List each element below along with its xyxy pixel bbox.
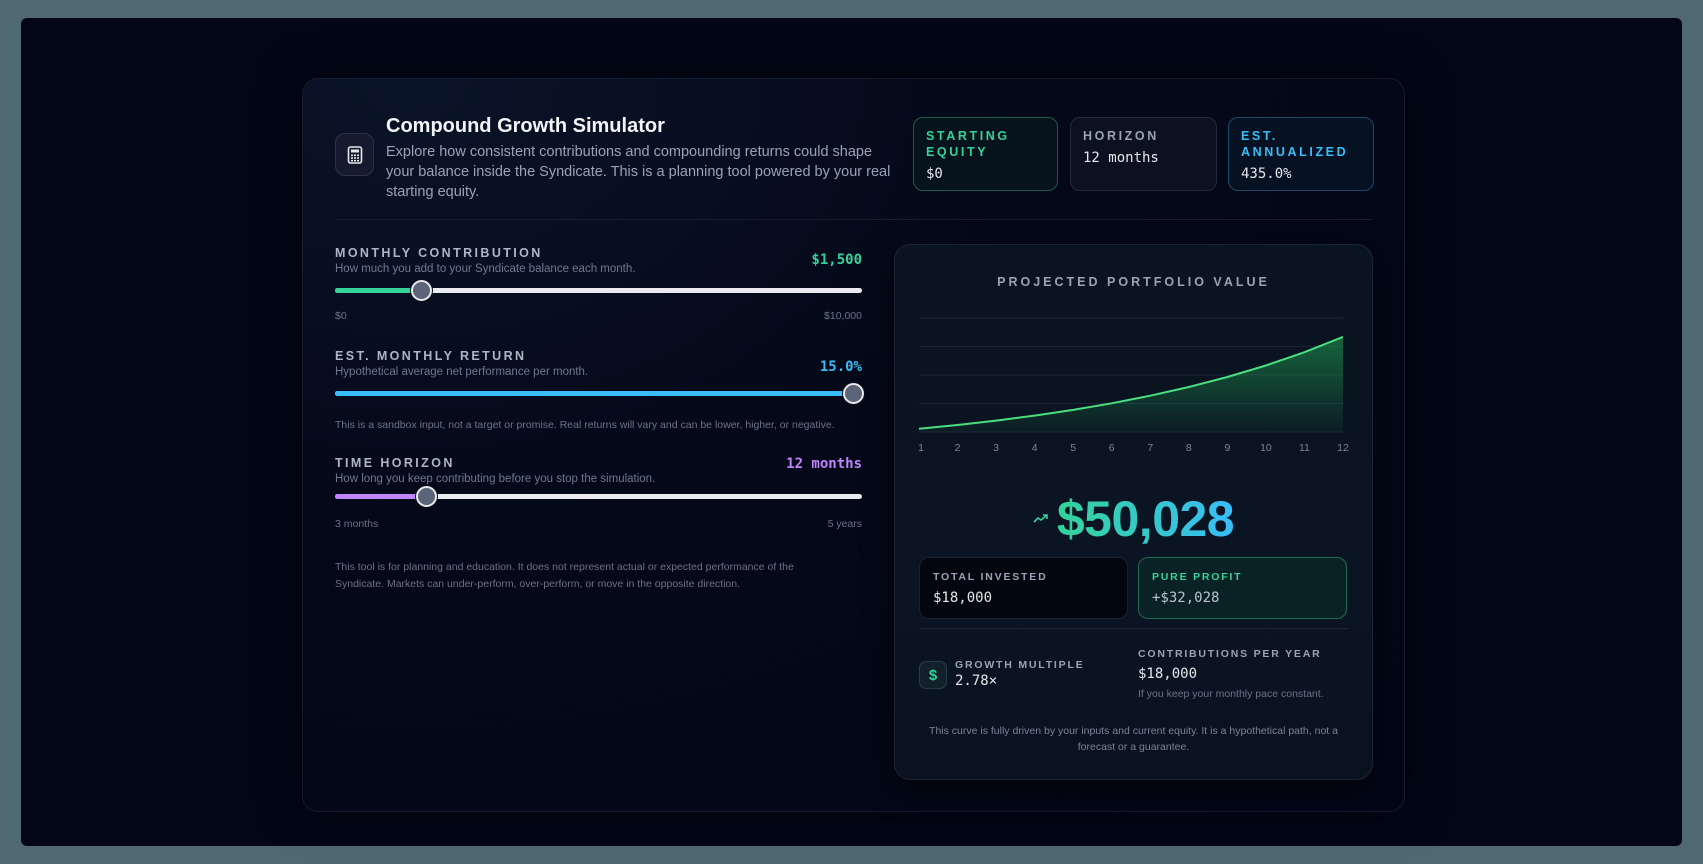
total-invested-box: TOTAL INVESTED $18,000 bbox=[919, 557, 1128, 619]
horizon-label: Horizon bbox=[1083, 129, 1159, 143]
starting-equity-stat: Starting Equity $0 bbox=[913, 117, 1058, 191]
x-tick-label: 9 bbox=[1224, 442, 1231, 454]
chart-x-axis: 1 2 3 4 5 6 7 8 9 10 11 12 bbox=[918, 442, 1349, 456]
growth-multiple-label: GROWTH MULTIPLE bbox=[955, 659, 1085, 671]
app-frame: Compound Growth Simulator Explore how co… bbox=[21, 18, 1682, 846]
monthly-contribution-control: MONTHLY CONTRIBUTION How much you add to… bbox=[335, 246, 862, 322]
monthly-contribution-thumb[interactable] bbox=[411, 280, 433, 301]
trending-up-icon bbox=[1033, 510, 1049, 528]
contributions-per-year-value: $18,000 bbox=[1138, 666, 1198, 682]
monthly-contribution-value: $1,500 bbox=[811, 252, 862, 268]
x-tick-label: 7 bbox=[1147, 442, 1154, 454]
time-horizon-value: 12 months bbox=[786, 456, 862, 472]
x-tick-label: 12 bbox=[1337, 442, 1349, 454]
time-horizon-description: How long you keep contributing before yo… bbox=[335, 473, 656, 485]
projection-chart bbox=[919, 317, 1343, 433]
time-horizon-slider[interactable] bbox=[335, 486, 862, 507]
chart-area bbox=[919, 336, 1343, 432]
chart-line bbox=[919, 335, 1343, 430]
annualized-label: Est. Annualized bbox=[1241, 129, 1349, 159]
time-horizon-fill bbox=[335, 494, 426, 499]
monthly-return-slider[interactable] bbox=[335, 383, 864, 404]
disclaimer-text: This tool is for planning and education.… bbox=[335, 561, 794, 590]
chart-title: PROJECTED PORTFOLIO VALUE bbox=[997, 275, 1270, 289]
monthly-contribution-label: MONTHLY CONTRIBUTION bbox=[335, 246, 543, 260]
chart-footnote: This curve is fully driven by your input… bbox=[929, 725, 1338, 753]
contributions-per-year-label: CONTRIBUTIONS PER YEAR bbox=[1138, 648, 1322, 660]
x-tick-label: 2 bbox=[954, 442, 961, 454]
total-invested-label: TOTAL INVESTED bbox=[933, 571, 1048, 583]
projection-card: PROJECTED PORTFOLIO VALUE 1 2 3 4 5 6 7 8 9 10 11 1… bbox=[894, 244, 1373, 780]
horizon-value: 12 months bbox=[1083, 150, 1159, 166]
projected-value-amount: $50,028 bbox=[1056, 491, 1235, 547]
horizon-stat: Horizon 12 months bbox=[1070, 117, 1217, 191]
page-subtitle: Explore how consistent contributions and… bbox=[386, 144, 891, 200]
monthly-contribution-fill bbox=[335, 288, 422, 293]
monthly-return-control: EST. MONTHLY RETURN Hypothetical average… bbox=[335, 349, 864, 404]
pure-profit-label: PURE PROFIT bbox=[1152, 571, 1243, 583]
page-title: Compound Growth Simulator bbox=[386, 115, 665, 137]
monthly-return-note: This is a sandbox input, not a target or… bbox=[335, 419, 835, 431]
monthly-contribution-slider[interactable] bbox=[335, 280, 862, 301]
header-divider bbox=[335, 219, 1372, 220]
results-divider bbox=[919, 628, 1348, 629]
x-tick-label: 5 bbox=[1070, 442, 1077, 454]
x-tick-label: 1 bbox=[918, 442, 924, 454]
horizon-min-label: 3 months bbox=[335, 518, 379, 530]
monthly-return-fill bbox=[335, 391, 862, 396]
horizon-max-label: 5 years bbox=[827, 518, 862, 530]
growth-multiple-value: 2.78× bbox=[955, 673, 998, 689]
starting-equity-value: $0 bbox=[926, 166, 943, 182]
x-tick-label: 10 bbox=[1260, 442, 1272, 454]
pure-profit-value: +$32,028 bbox=[1152, 590, 1220, 606]
annualized-stat: Est. Annualized 435.0% bbox=[1228, 117, 1374, 191]
simulator-panel: Compound Growth Simulator Explore how co… bbox=[302, 78, 1405, 812]
time-horizon-label: TIME HORIZON bbox=[335, 456, 455, 470]
x-tick-label: 3 bbox=[993, 442, 999, 454]
monthly-return-label: EST. MONTHLY RETURN bbox=[335, 349, 527, 363]
x-tick-label: 11 bbox=[1299, 442, 1310, 454]
monthly-return-thumb[interactable] bbox=[843, 383, 864, 404]
x-tick-label: 4 bbox=[1031, 442, 1038, 454]
pure-profit-box: PURE PROFIT +$32,028 bbox=[1138, 557, 1347, 619]
contributions-per-year-note: If you keep your monthly pace constant. bbox=[1138, 688, 1324, 700]
calculator-icon bbox=[335, 133, 374, 176]
dollar-icon: $ bbox=[919, 661, 947, 689]
starting-equity-label: Starting Equity bbox=[926, 129, 1010, 159]
monthly-contribution-description: How much you add to your Syndicate balan… bbox=[335, 263, 636, 275]
annualized-value: 435.0% bbox=[1241, 166, 1292, 182]
monthly-return-description: Hypothetical average net performance per… bbox=[335, 366, 589, 378]
time-horizon-thumb[interactable] bbox=[415, 486, 437, 507]
x-tick-label: 6 bbox=[1108, 442, 1115, 454]
x-tick-label: 8 bbox=[1185, 442, 1192, 454]
contribution-max-label: $10,000 bbox=[824, 310, 862, 322]
projected-value: $50,028 bbox=[895, 490, 1372, 548]
time-horizon-control: TIME HORIZON How long you keep contribut… bbox=[335, 456, 862, 530]
contribution-min-label: $0 bbox=[335, 310, 347, 322]
monthly-return-value: 15.0% bbox=[819, 359, 862, 375]
total-invested-value: $18,000 bbox=[933, 590, 993, 606]
